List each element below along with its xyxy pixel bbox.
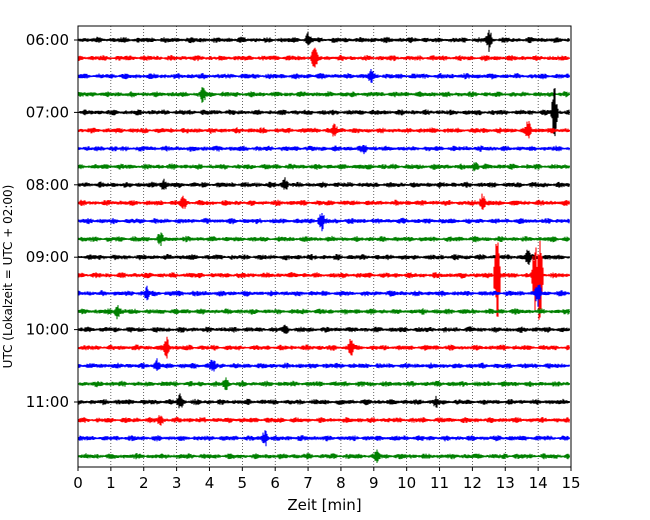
y-axis-label: UTC (Lokalzeit = UTC + 02:00) — [1, 185, 15, 369]
plot-frame — [77, 25, 572, 468]
x-axis-label: Zeit [min] — [287, 496, 361, 514]
y-tick-label: 09:00 — [26, 248, 69, 266]
trace-0800 — [78, 177, 570, 190]
x-tick-label: 10 — [397, 474, 416, 492]
x-tick-label: 7 — [303, 474, 313, 492]
x-tick-label: 11 — [430, 474, 449, 492]
y-tick-label: 06:00 — [26, 31, 69, 49]
x-tick-label: 4 — [205, 474, 215, 492]
trace-1030 — [78, 358, 570, 372]
trace-0645 — [78, 87, 570, 103]
y-tick-label: 11:00 — [26, 393, 69, 411]
x-tick-label: 1 — [106, 474, 116, 492]
trace-0915 — [78, 240, 570, 320]
trace-0815 — [78, 193, 570, 210]
trace-0600 — [78, 29, 570, 52]
trace-0945 — [78, 305, 570, 320]
y-axis: 06:00 07:00 08:00 09:00 10:00 11:00 — [26, 31, 78, 411]
x-axis: 0 1 2 3 4 5 6 7 8 9 10 11 12 13 14 15 — [73, 467, 581, 492]
y-tick-label: 07:00 — [26, 103, 69, 121]
x-tick-label: 8 — [336, 474, 346, 492]
x-tick-label: 0 — [73, 474, 83, 492]
x-tick-label: 6 — [270, 474, 280, 492]
x-tick-label: 13 — [496, 474, 515, 492]
trace-1100 — [78, 393, 570, 409]
x-tick-label: 12 — [463, 474, 482, 492]
x-tick-label: 14 — [529, 474, 548, 492]
y-tick-label: 10:00 — [26, 321, 69, 339]
trace-0715 — [78, 121, 570, 139]
trace-0830 — [78, 213, 570, 232]
x-tick-label: 15 — [561, 474, 580, 492]
x-tick-label: 2 — [139, 474, 149, 492]
trace-0730 — [78, 145, 570, 155]
x-tick-label: 5 — [238, 474, 248, 492]
trace-group — [78, 29, 570, 463]
x-tick-label: 9 — [369, 474, 379, 492]
x-tick-label: 3 — [172, 474, 182, 492]
y-tick-label: 08:00 — [26, 176, 69, 194]
